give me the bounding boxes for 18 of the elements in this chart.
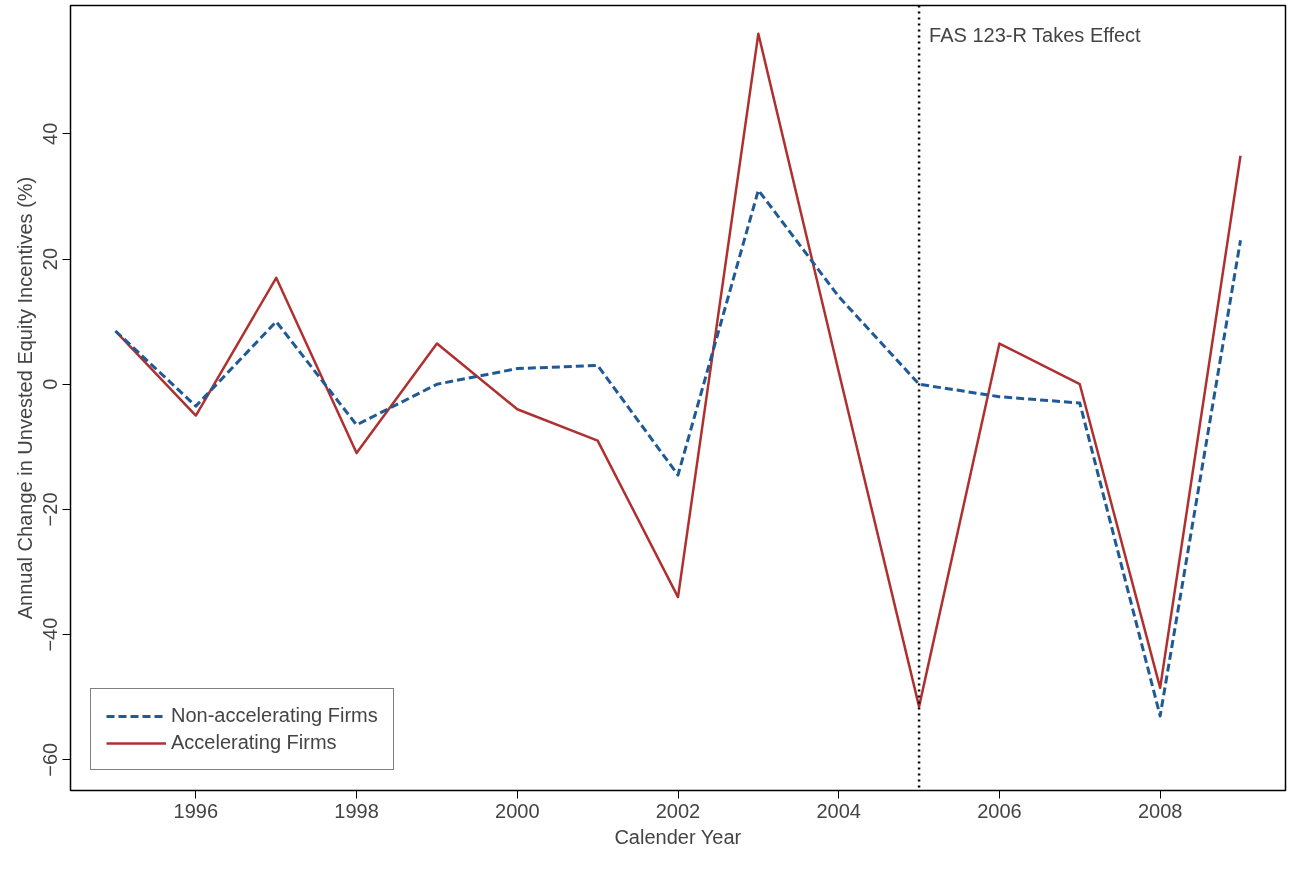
legend-label: Accelerating Firms (171, 731, 337, 754)
x-tick-label: 2004 (816, 799, 861, 822)
x-tick-label: 2002 (655, 799, 701, 822)
ref-line-label: FAS 123-R Takes Effect (929, 23, 1142, 46)
x-tick-label: 2000 (495, 799, 540, 822)
y-tick-label: −60 (39, 742, 62, 777)
x-axis-title: Calender Year (614, 825, 742, 848)
x-tick-label: 2006 (977, 799, 1022, 822)
y-tick-label: 40 (39, 122, 62, 145)
x-tick-label: 1998 (334, 799, 379, 822)
x-tick-label: 2008 (1137, 799, 1183, 822)
x-tick-label: 1996 (173, 799, 219, 822)
y-axis-title: Annual Change in Unvested Equity Incentives (%) (13, 176, 36, 620)
legend-label: Non-accelerating Firms (171, 704, 378, 727)
y-tick-label: −40 (39, 617, 62, 652)
y-tick-label: 20 (39, 247, 62, 271)
y-tick-label: −20 (39, 492, 62, 527)
y-tick-label: 0 (39, 378, 62, 390)
